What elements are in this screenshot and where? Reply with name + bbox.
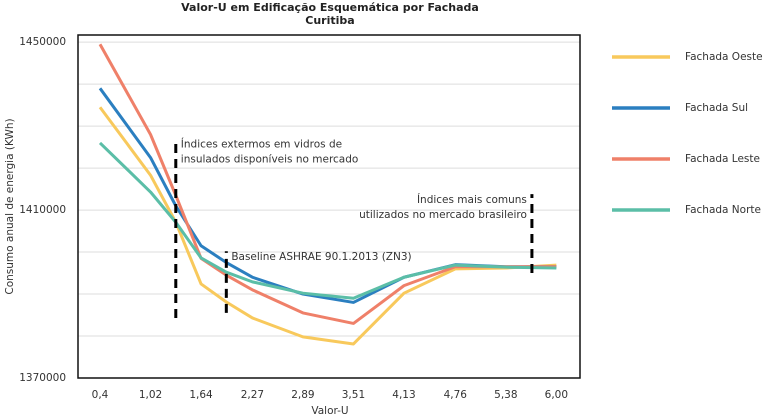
x-tick-label: 2,89 xyxy=(291,389,314,401)
x-tick-label: 5,38 xyxy=(494,389,517,401)
x-tick-label: 1,64 xyxy=(189,389,213,401)
x-tick-label: 6,00 xyxy=(545,389,568,401)
annotation-text: Baseline ASHRAE 90.1.2013 (ZN3) xyxy=(231,251,411,263)
chart-title: Curitiba xyxy=(305,14,354,27)
y-tick-label: 1410000 xyxy=(19,204,66,216)
annotation-text: Índices extermos em vidros de xyxy=(181,138,342,151)
plot-frame xyxy=(77,34,581,379)
legend-label: Fachada Oeste xyxy=(685,51,763,63)
legend-label: Fachada Leste xyxy=(685,153,760,165)
series-line xyxy=(98,106,557,346)
y-axis-label: Consumo anual de energia (KWh) xyxy=(4,118,16,294)
annotation-text: insulados disponíveis no mercado xyxy=(181,154,359,166)
annotation-text: utilizados no mercado brasileiro xyxy=(359,209,527,221)
series-line xyxy=(98,43,557,325)
y-tick-label: 1450000 xyxy=(19,36,66,48)
annotation-text: Índices mais comuns xyxy=(417,193,527,206)
chart-title: Valor-U em Edificação Esquemática por Fa… xyxy=(181,1,479,14)
x-tick-label: 0,4 xyxy=(92,389,109,401)
x-tick-label: 4,13 xyxy=(392,389,415,401)
y-tick-label: 1370000 xyxy=(19,372,66,384)
x-tick-label: 2,27 xyxy=(241,389,264,401)
series-line xyxy=(98,141,557,300)
x-tick-label: 1,02 xyxy=(139,389,162,401)
x-tick-label: 3,51 xyxy=(342,389,365,401)
x-axis-label: Valor-U xyxy=(311,405,348,417)
legend-label: Fachada Norte xyxy=(685,204,761,216)
legend-label: Fachada Sul xyxy=(685,102,748,114)
x-tick-label: 4,76 xyxy=(444,389,468,401)
